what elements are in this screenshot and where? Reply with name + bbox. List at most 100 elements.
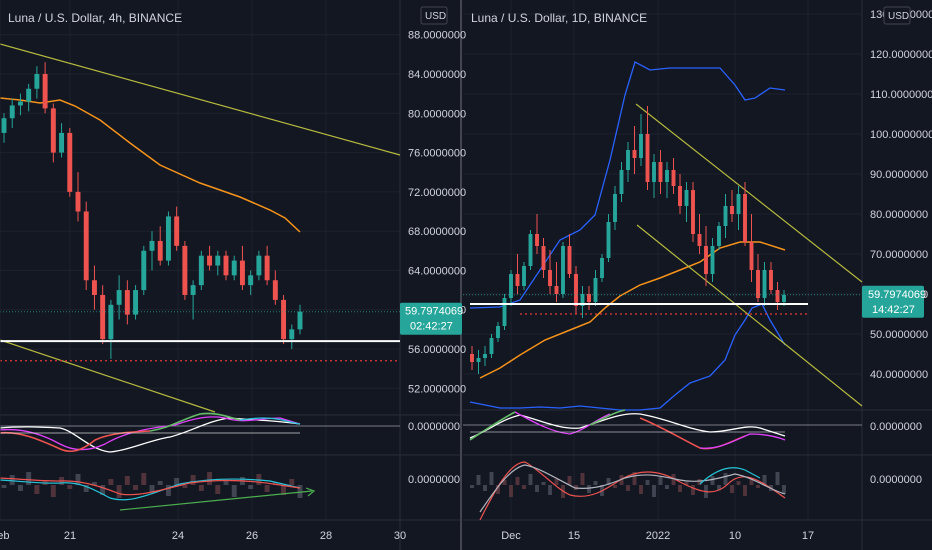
y-tick-label: 110.0000000 (870, 89, 932, 101)
histogram-bar (743, 485, 747, 496)
candle-body (108, 304, 114, 340)
histogram-bar (639, 485, 643, 494)
candle-body (665, 170, 669, 182)
bollinger-lower (469, 303, 786, 411)
candle-body (496, 326, 500, 338)
x-tick-label: 21 (64, 530, 76, 542)
candle-body (502, 298, 507, 326)
candle-body (26, 88, 32, 102)
candle-body (289, 329, 295, 340)
histogram-bar (665, 485, 669, 489)
candle-body (149, 240, 155, 251)
candle-body (762, 270, 767, 298)
candle-body (223, 255, 229, 276)
histogram-bar (580, 473, 585, 485)
histogram-bar (108, 479, 114, 485)
currency-button-left[interactable]: USD (420, 6, 448, 25)
candle-body (528, 234, 533, 266)
histogram-bar (762, 475, 767, 485)
x-tick-label: 2022 (646, 530, 670, 542)
x-axis-ticks: 21 24 26 28 30 (64, 530, 406, 542)
histogram-bar (207, 472, 213, 485)
candle-body (548, 270, 552, 286)
histogram-bar (26, 472, 32, 485)
candle-body (684, 190, 689, 206)
candle-body (522, 266, 526, 286)
candle-body (100, 294, 106, 340)
candles (470, 106, 786, 374)
ema-line (479, 241, 786, 379)
candle-body (775, 290, 780, 302)
channel-upper[interactable] (635, 103, 863, 283)
candle-body (91, 280, 97, 295)
histogram-bar (548, 485, 552, 495)
left-chart (0, 0, 460, 550)
histogram-bar (231, 485, 237, 497)
candle-body (174, 216, 180, 246)
candle-body (297, 311, 303, 330)
histogram-bar (198, 485, 204, 491)
candle-body (639, 134, 643, 158)
candle-body (42, 74, 48, 109)
histogram-bar (567, 476, 572, 485)
histogram-bar (174, 478, 180, 485)
histogram-bar (632, 472, 637, 485)
histogram-bar (17, 485, 23, 491)
x-tick-label: 10 (729, 530, 741, 542)
y-tick-label: 80.0000000 (408, 108, 466, 120)
histogram-bar (248, 485, 254, 489)
candle-body (272, 280, 278, 300)
y-tick-label: 84.0000000 (408, 69, 466, 81)
y-tick-label: 70.0000000 (870, 249, 928, 261)
histogram-bar (215, 485, 221, 494)
currency-button-right[interactable]: USD (883, 6, 911, 25)
histogram-bar (141, 473, 147, 485)
trend-line-upper[interactable] (0, 43, 401, 156)
x-tick-label: 24 (172, 530, 184, 542)
candle-body (593, 278, 598, 302)
histogram-bar (710, 476, 715, 485)
histogram-bar (613, 485, 617, 488)
histogram-bar (489, 472, 494, 485)
indicator-pane-oscillator (0, 412, 400, 453)
last-price-tag-left: 59.7974069 02:42:27 (400, 302, 463, 335)
histogram-bar (587, 485, 591, 493)
histogram-bar (502, 480, 507, 485)
candle-body (626, 150, 630, 170)
histogram-bar (190, 475, 196, 485)
candle-body (190, 285, 196, 295)
channel-lower[interactable] (636, 224, 863, 407)
indicator-pane-oscillator (463, 409, 862, 450)
trend-line-lower[interactable] (0, 339, 216, 413)
candle-body (717, 226, 721, 246)
histogram-bar (678, 485, 682, 492)
histogram-bar (116, 485, 122, 498)
histogram-bar (782, 485, 786, 494)
divergence-line[interactable] (119, 490, 313, 511)
histogram-bar (671, 474, 676, 485)
candle-body (215, 255, 221, 266)
candle-body (619, 170, 624, 194)
candle-body (710, 246, 715, 274)
bollinger-upper (469, 61, 786, 309)
candle-body (574, 274, 578, 306)
histogram-bar (289, 479, 295, 485)
candle-body (1, 118, 7, 133)
candle-body (489, 338, 494, 354)
histogram-bar (83, 485, 89, 492)
last-price-value: 59.7974069 (405, 306, 463, 318)
candle-body (198, 255, 204, 286)
candle-body (561, 246, 565, 294)
x-tick-label: Dec (501, 530, 521, 542)
candle-body (730, 206, 734, 214)
candle-body (600, 258, 604, 278)
candle-body (723, 206, 728, 226)
y-tick-label: 72.0000000 (408, 187, 466, 199)
histogram-bar (756, 485, 760, 488)
histogram-bar (165, 485, 171, 496)
candle-body (281, 299, 287, 340)
candle-body (141, 250, 147, 291)
histogram-bar (606, 478, 611, 485)
